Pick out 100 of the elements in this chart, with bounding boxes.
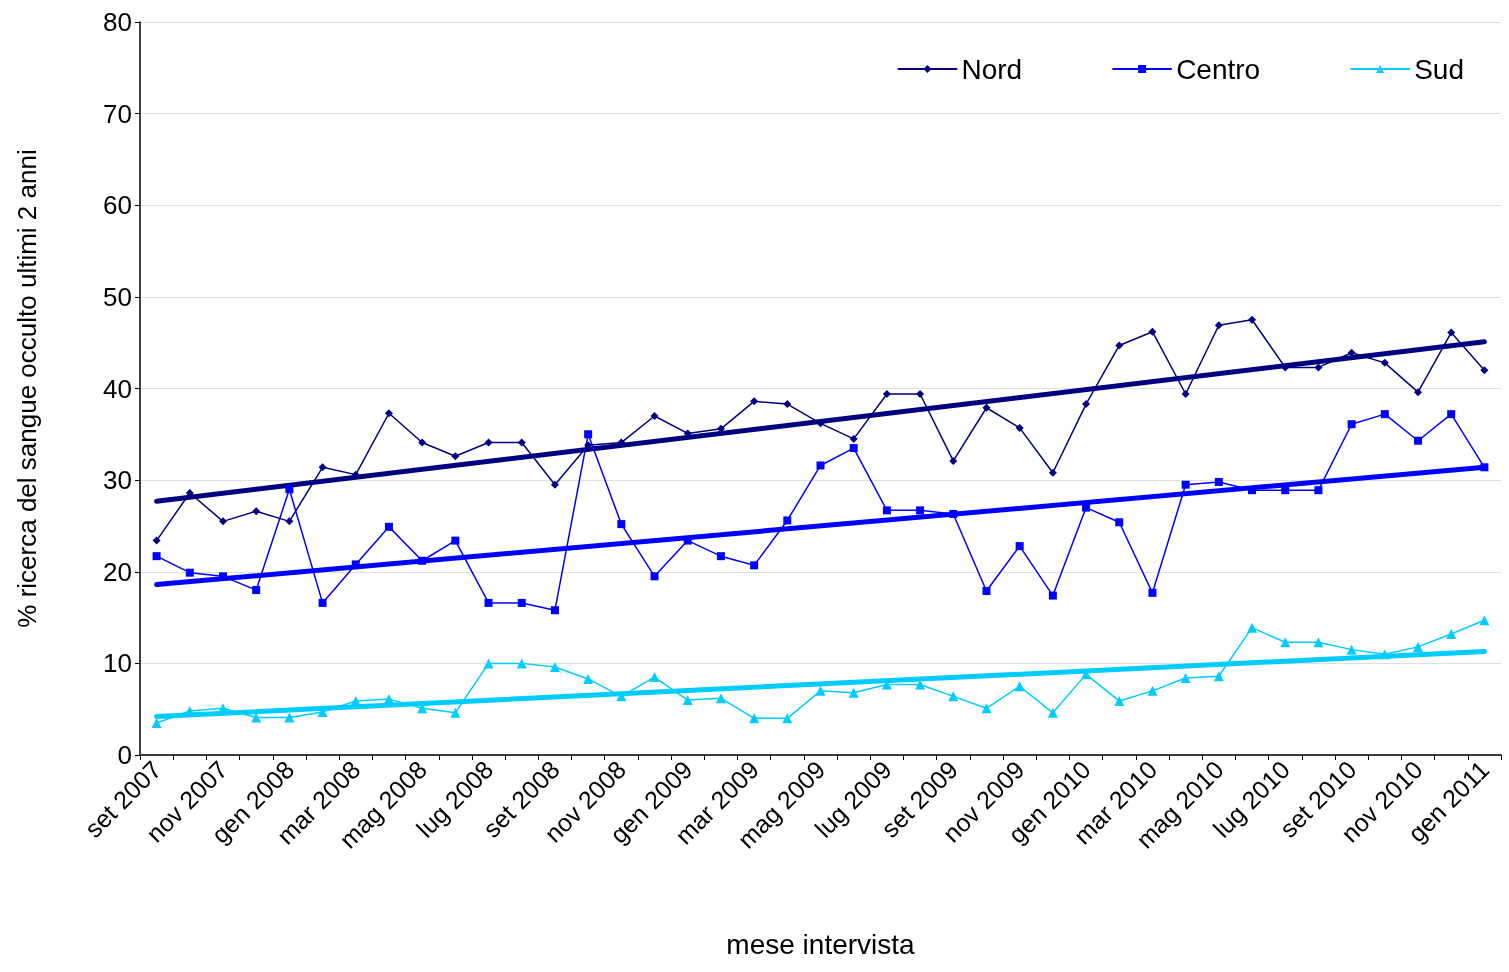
- point: [882, 390, 891, 398]
- point: [849, 444, 858, 453]
- point: [1015, 423, 1024, 432]
- x-axis-title: mese intervista: [726, 928, 916, 960]
- point: [783, 516, 792, 525]
- point: [1380, 410, 1389, 419]
- point: [483, 658, 494, 669]
- y-tick-label: 80: [103, 7, 132, 37]
- point: [1082, 400, 1091, 409]
- point: [285, 517, 294, 526]
- point: [650, 411, 659, 420]
- point: [584, 430, 593, 439]
- point: [716, 552, 725, 561]
- point: [384, 409, 393, 418]
- point: [1281, 363, 1290, 372]
- point: [1247, 622, 1258, 633]
- point: [1082, 503, 1091, 512]
- point: [916, 390, 925, 398]
- point: [1248, 315, 1257, 324]
- point: [152, 536, 161, 545]
- y-axis-title: % ricerca del sangue occulto ultimi 2 anni: [12, 149, 42, 628]
- point: [1180, 673, 1191, 684]
- y-tick-label: 60: [103, 190, 132, 221]
- point: [616, 691, 627, 702]
- point: [1015, 542, 1024, 551]
- point: [484, 598, 493, 607]
- legend-label: Centro: [1176, 53, 1261, 85]
- point: [948, 691, 959, 702]
- point: [285, 485, 294, 494]
- point: [450, 707, 461, 718]
- point: [1447, 328, 1456, 337]
- point: [716, 424, 725, 433]
- y-tick-label: 10: [103, 648, 132, 679]
- point: [783, 400, 792, 409]
- point: [484, 438, 493, 447]
- point: [218, 517, 227, 526]
- point: [617, 520, 626, 529]
- point: [350, 695, 361, 706]
- point: [1048, 468, 1057, 477]
- point: [782, 713, 793, 724]
- point: [1214, 477, 1223, 486]
- point: [252, 586, 261, 595]
- point: [1014, 681, 1025, 692]
- point: [1480, 366, 1489, 375]
- point: [318, 463, 327, 472]
- legend-label: Sud: [1414, 53, 1465, 85]
- point: [284, 712, 295, 723]
- point: [185, 568, 194, 577]
- point: [682, 695, 693, 706]
- point: [1047, 707, 1058, 718]
- point: [1214, 321, 1223, 330]
- point: [749, 713, 760, 724]
- point: [152, 552, 161, 561]
- point: [882, 506, 891, 515]
- point: [1148, 327, 1157, 336]
- y-tick-label: 70: [103, 98, 132, 129]
- point: [1313, 637, 1324, 648]
- point: [1213, 671, 1224, 682]
- point: [451, 452, 460, 461]
- point: [650, 572, 659, 581]
- point: [1446, 629, 1457, 640]
- point: [583, 673, 594, 684]
- point: [1379, 649, 1390, 660]
- point: [815, 685, 826, 696]
- point: [949, 456, 958, 465]
- point: [982, 586, 991, 595]
- point: [1347, 420, 1356, 429]
- point: [418, 556, 427, 565]
- point: [1280, 637, 1291, 648]
- point: [1380, 358, 1389, 367]
- point: [1181, 480, 1190, 489]
- point: [981, 703, 992, 714]
- y-tick-label: 40: [103, 373, 132, 404]
- point: [750, 397, 759, 406]
- point: [384, 522, 393, 531]
- point: [1048, 591, 1057, 600]
- point: [1314, 486, 1323, 495]
- point: [849, 434, 858, 443]
- point: [451, 536, 460, 545]
- y-tick-label: 50: [103, 281, 132, 312]
- point: [750, 561, 759, 570]
- point: [1347, 348, 1356, 357]
- point: [1281, 486, 1290, 495]
- point: [1480, 463, 1489, 472]
- point: [550, 606, 559, 615]
- point: [549, 662, 560, 673]
- point: [516, 658, 527, 669]
- point: [1479, 615, 1490, 626]
- y-tick-label: 20: [103, 556, 132, 587]
- point: [1447, 410, 1456, 419]
- point: [1115, 518, 1124, 527]
- point: [1314, 363, 1323, 372]
- point: [1181, 390, 1190, 398]
- point: [649, 672, 660, 683]
- point: [816, 461, 825, 470]
- point: [252, 507, 261, 516]
- point: [982, 403, 991, 412]
- point: [1414, 388, 1423, 397]
- point: [1147, 685, 1158, 696]
- point: [550, 480, 559, 489]
